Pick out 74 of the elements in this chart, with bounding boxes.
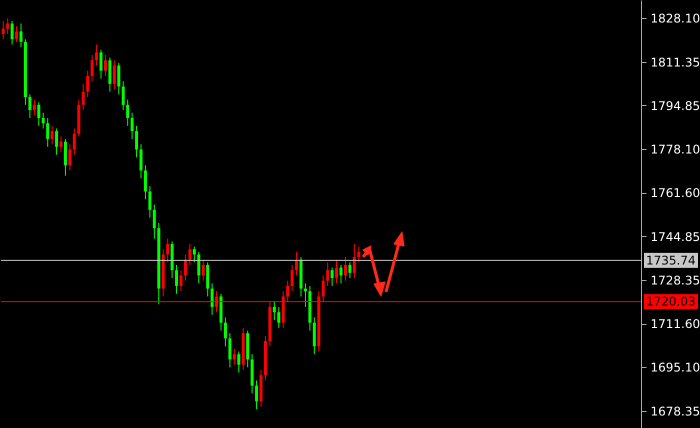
ref-line-label: 1720.03 bbox=[646, 294, 696, 309]
candlestick bbox=[130, 112, 134, 140]
candlestick bbox=[344, 256, 347, 282]
candlestick bbox=[72, 128, 76, 156]
candlestick bbox=[122, 80, 125, 111]
candlestick bbox=[290, 264, 294, 292]
y-tick-label: 1744.85 bbox=[650, 230, 700, 244]
candlestick bbox=[188, 243, 192, 266]
candlestick bbox=[184, 254, 187, 282]
candlestick bbox=[202, 259, 205, 282]
candlestick bbox=[357, 246, 360, 263]
candlestick bbox=[42, 112, 45, 129]
y-tick-label: 1711.60 bbox=[650, 317, 700, 332]
y-tick-label: 1728.35 bbox=[650, 273, 700, 288]
candlestick bbox=[140, 144, 142, 179]
candlestick bbox=[68, 144, 72, 171]
candlestick bbox=[60, 136, 62, 153]
candlestick bbox=[277, 306, 280, 328]
candlestick bbox=[126, 99, 130, 126]
candlestick bbox=[55, 128, 58, 156]
candlestick bbox=[224, 316, 227, 347]
candlestick bbox=[37, 102, 40, 126]
candlestick bbox=[10, 20, 14, 46]
y-tick-label: 1778.10 bbox=[650, 142, 700, 157]
candlestick bbox=[108, 57, 112, 92]
candlestick bbox=[348, 262, 352, 279]
candlestick bbox=[32, 99, 36, 116]
candlestick bbox=[335, 259, 338, 284]
y-tick-label: 1794.85 bbox=[650, 98, 700, 113]
candlestick bbox=[28, 94, 32, 118]
candlestick bbox=[295, 251, 298, 276]
candlestick bbox=[312, 316, 316, 355]
candlestick bbox=[2, 20, 5, 40]
y-tick-label: 1678.35 bbox=[650, 404, 700, 418]
candlestick bbox=[64, 138, 67, 176]
y-tick-label: 1695.10 bbox=[650, 360, 700, 375]
candlestick bbox=[82, 83, 85, 111]
candlestick bbox=[112, 60, 116, 90]
candlestick bbox=[46, 117, 50, 148]
candlestick bbox=[180, 270, 182, 292]
candlestick bbox=[135, 125, 138, 158]
candlestick bbox=[192, 246, 196, 263]
ref-line-label: 1735.74 bbox=[646, 253, 696, 268]
candlestick bbox=[50, 125, 54, 145]
candlestick bbox=[272, 301, 276, 321]
candlestick bbox=[255, 380, 258, 410]
candlestick bbox=[117, 62, 120, 95]
candlestick bbox=[228, 332, 232, 368]
candlestick bbox=[6, 18, 10, 35]
candlestick bbox=[86, 70, 90, 98]
candlestick bbox=[148, 186, 152, 218]
candlestick bbox=[104, 54, 107, 76]
candlestick bbox=[326, 262, 330, 286]
y-tick-label: 1811.35 bbox=[650, 55, 700, 70]
candlestick bbox=[15, 26, 18, 42]
candlestick bbox=[210, 282, 214, 316]
candlestick bbox=[175, 264, 178, 294]
candlestick bbox=[95, 44, 98, 66]
y-tick-label: 1761.60 bbox=[650, 186, 700, 200]
candlestick bbox=[144, 164, 147, 200]
candlestick bbox=[330, 267, 334, 286]
candlestick bbox=[20, 23, 22, 48]
candlestick bbox=[340, 264, 342, 284]
candlestick bbox=[352, 243, 356, 279]
candlestick bbox=[206, 262, 210, 297]
candlestick bbox=[237, 351, 240, 374]
candlestick bbox=[197, 251, 200, 284]
y-tick-label: 1828.10 bbox=[650, 12, 700, 26]
candlestick bbox=[90, 54, 94, 82]
candlestick bbox=[166, 238, 170, 263]
candlestick bbox=[304, 282, 307, 308]
candlestick bbox=[232, 348, 236, 366]
candlestick bbox=[152, 204, 156, 240]
candlestick bbox=[100, 49, 102, 80]
